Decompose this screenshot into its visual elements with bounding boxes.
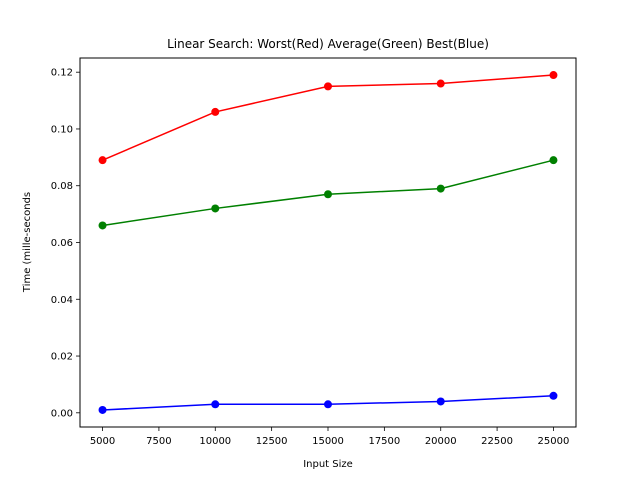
data-point — [436, 184, 445, 193]
x-tick-label: 25000 — [538, 436, 570, 447]
x-tick-label: 12500 — [256, 436, 288, 447]
data-point — [98, 221, 107, 230]
data-point — [549, 71, 558, 80]
x-tick-label: 22500 — [481, 436, 513, 447]
y-tick-label: 0.08 — [51, 181, 73, 192]
data-point — [549, 156, 558, 165]
data-point — [436, 79, 445, 88]
data-point — [98, 156, 107, 165]
y-tick-label: 0.04 — [51, 295, 73, 306]
x-axis-label: Input Size — [303, 459, 353, 470]
x-tick-label: 15000 — [312, 436, 344, 447]
data-point — [549, 391, 558, 400]
y-tick-label: 0.00 — [51, 408, 73, 419]
data-point — [324, 190, 332, 199]
x-tick-label: 10000 — [199, 436, 231, 447]
data-point — [98, 405, 107, 414]
y-tick-label: 0.12 — [51, 68, 73, 79]
data-point — [211, 204, 220, 213]
data-point — [324, 400, 332, 409]
x-tick-label: 5000 — [90, 436, 115, 447]
x-tick-label: 17500 — [368, 436, 400, 447]
data-point — [436, 397, 445, 406]
x-tick-label: 7500 — [146, 436, 171, 447]
y-axis-label: Time (mille-seconds — [22, 192, 33, 293]
y-tick-label: 0.02 — [51, 352, 73, 363]
y-tick-label: 0.06 — [51, 238, 73, 249]
y-tick-label: 0.10 — [51, 124, 73, 135]
plot-frame — [79, 57, 577, 428]
x-tick-label: 20000 — [425, 436, 457, 447]
data-point — [324, 82, 332, 91]
data-point — [211, 107, 220, 116]
chart-title: Linear Search: Worst(Red) Average(Green)… — [167, 37, 489, 51]
plot-area: 5000 7500 10000 12500 15000 17500 20000 22500 25… — [51, 68, 570, 447]
data-point — [211, 400, 220, 409]
